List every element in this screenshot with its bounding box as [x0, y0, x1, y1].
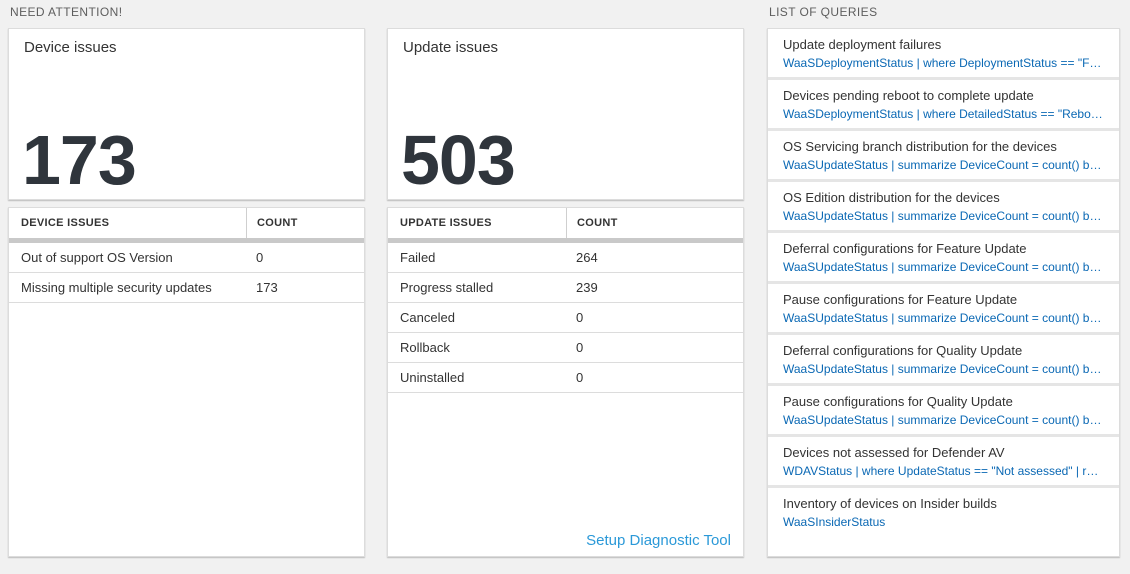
- query-item-os-servicing-branch[interactable]: OS Servicing branch distribution for the…: [768, 131, 1119, 182]
- query-code: WDAVStatus | where UpdateStatus == "Not …: [783, 464, 1105, 478]
- update-issues-table: UPDATE ISSUES COUNT Failed 264 Progress …: [387, 207, 744, 557]
- issue-count: 0: [576, 370, 584, 385]
- query-code: WaaSUpdateStatus | summarize DeviceCount…: [783, 260, 1105, 274]
- list-of-queries-panel: Update deployment failures WaaSDeploymen…: [767, 28, 1120, 557]
- query-code: WaaSInsiderStatus: [783, 515, 886, 529]
- query-code: WaaSUpdateStatus | summarize DeviceCount…: [783, 209, 1105, 223]
- update-issues-column-header: UPDATE ISSUES: [400, 217, 492, 229]
- setup-diagnostic-tool-link[interactable]: Setup Diagnostic Tool: [586, 532, 731, 549]
- need-attention-heading: NEED ATTENTION!: [10, 5, 123, 19]
- query-code: WaaSUpdateStatus | summarize DeviceCount…: [783, 413, 1105, 427]
- query-title: Devices not assessed for Defender AV: [783, 445, 1005, 460]
- table-row-failed[interactable]: Failed 264: [388, 243, 743, 273]
- device-issues-table-header: DEVICE ISSUES COUNT: [9, 208, 364, 238]
- device-issues-column-header: DEVICE ISSUES: [21, 217, 110, 229]
- issue-count: 173: [256, 280, 278, 295]
- query-title: Pause configurations for Feature Update: [783, 292, 1018, 307]
- query-item-deferral-feature-update[interactable]: Deferral configurations for Feature Upda…: [768, 233, 1119, 284]
- update-issues-count: 503: [401, 121, 516, 199]
- table-row-out-of-support-os[interactable]: Out of support OS Version 0: [9, 243, 364, 273]
- query-item-update-deployment-failures[interactable]: Update deployment failures WaaSDeploymen…: [768, 29, 1119, 80]
- query-code: WaaSUpdateStatus | summarize DeviceCount…: [783, 362, 1105, 376]
- query-item-pause-quality-update[interactable]: Pause configurations for Quality Update …: [768, 386, 1119, 437]
- issue-label: Canceled: [400, 310, 455, 325]
- device-issues-table: DEVICE ISSUES COUNT Out of support OS Ve…: [8, 207, 365, 557]
- query-title: Inventory of devices on Insider builds: [783, 496, 997, 511]
- query-item-pause-feature-update[interactable]: Pause configurations for Feature Update …: [768, 284, 1119, 335]
- table-scroll-indicator: [9, 238, 364, 243]
- issue-count: 0: [576, 340, 584, 355]
- count-column-header: COUNT: [246, 208, 364, 238]
- issue-label: Progress stalled: [400, 280, 494, 295]
- device-issues-tile[interactable]: Device issues 173: [8, 28, 365, 200]
- query-code: WaaSDeploymentStatus | where DeploymentS…: [783, 56, 1105, 70]
- table-row-canceled[interactable]: Canceled 0: [388, 303, 743, 333]
- query-item-deferral-quality-update[interactable]: Deferral configurations for Quality Upda…: [768, 335, 1119, 386]
- query-title: OS Servicing branch distribution for the…: [783, 139, 1057, 154]
- table-row-missing-security-updates[interactable]: Missing multiple security updates 173: [9, 273, 364, 303]
- query-title: OS Edition distribution for the devices: [783, 190, 1000, 205]
- query-item-devices-not-assessed-defender[interactable]: Devices not assessed for Defender AV WDA…: [768, 437, 1119, 488]
- update-issues-tile[interactable]: Update issues 503: [387, 28, 744, 200]
- query-code: WaaSDeploymentStatus | where DetailedSta…: [783, 107, 1105, 121]
- list-of-queries-heading: LIST OF QUERIES: [769, 5, 878, 19]
- issue-label: Missing multiple security updates: [21, 280, 212, 295]
- query-code: WaaSUpdateStatus | summarize DeviceCount…: [783, 311, 1105, 325]
- issue-count: 0: [256, 250, 264, 265]
- issue-label: Uninstalled: [400, 370, 465, 385]
- query-item-inventory-insider-builds[interactable]: Inventory of devices on Insider builds W…: [768, 488, 1119, 536]
- query-code: WaaSUpdateStatus | summarize DeviceCount…: [783, 158, 1105, 172]
- update-issues-table-header: UPDATE ISSUES COUNT: [388, 208, 743, 238]
- count-column-header: COUNT: [566, 208, 743, 238]
- issue-count: 0: [576, 310, 584, 325]
- table-row-rollback[interactable]: Rollback 0: [388, 333, 743, 363]
- issue-count: 239: [576, 280, 598, 295]
- table-scroll-indicator: [388, 238, 743, 243]
- table-row-uninstalled[interactable]: Uninstalled 0: [388, 363, 743, 393]
- table-row-progress-stalled[interactable]: Progress stalled 239: [388, 273, 743, 303]
- device-issues-count: 173: [22, 121, 137, 199]
- query-item-os-edition-distribution[interactable]: OS Edition distribution for the devices …: [768, 182, 1119, 233]
- query-title: Deferral configurations for Quality Upda…: [783, 343, 1023, 358]
- issue-count: 264: [576, 250, 598, 265]
- query-title: Update deployment failures: [783, 37, 942, 52]
- issue-label: Failed: [400, 250, 436, 265]
- query-title: Devices pending reboot to complete updat…: [783, 88, 1034, 103]
- issue-label: Out of support OS Version: [21, 250, 173, 265]
- issue-label: Rollback: [400, 340, 450, 355]
- device-issues-title: Device issues: [24, 39, 117, 56]
- query-title: Deferral configurations for Feature Upda…: [783, 241, 1027, 256]
- query-title: Pause configurations for Quality Update: [783, 394, 1013, 409]
- update-issues-title: Update issues: [403, 39, 499, 56]
- query-item-devices-pending-reboot[interactable]: Devices pending reboot to complete updat…: [768, 80, 1119, 131]
